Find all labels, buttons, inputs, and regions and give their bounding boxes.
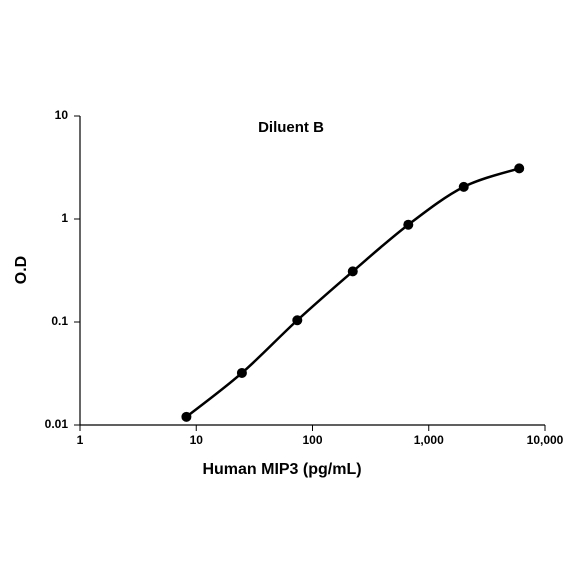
point [347,266,358,277]
x-axis-label: Human MIP3 (pg/mL) [202,461,361,478]
x-tick-label: 1 [77,433,84,447]
y-tick-label: 0.01 [45,417,69,431]
x-tick-label: 100 [302,433,322,447]
y-tick-label: 0.1 [51,314,68,328]
point [181,411,192,422]
line [185,167,520,418]
x-tick-label: 10,000 [527,433,564,447]
point [236,367,247,378]
point [458,181,469,192]
point [292,315,303,326]
x-tick-label: 1,000 [414,433,444,447]
x-tick-label: 10 [190,433,204,447]
point [403,219,414,230]
y-tick-label: 10 [55,108,69,122]
point [514,163,525,174]
chart-title: Diluent B [258,119,324,136]
y-axis-label: O.D [13,256,30,284]
y-tick-label: 1 [61,211,68,225]
